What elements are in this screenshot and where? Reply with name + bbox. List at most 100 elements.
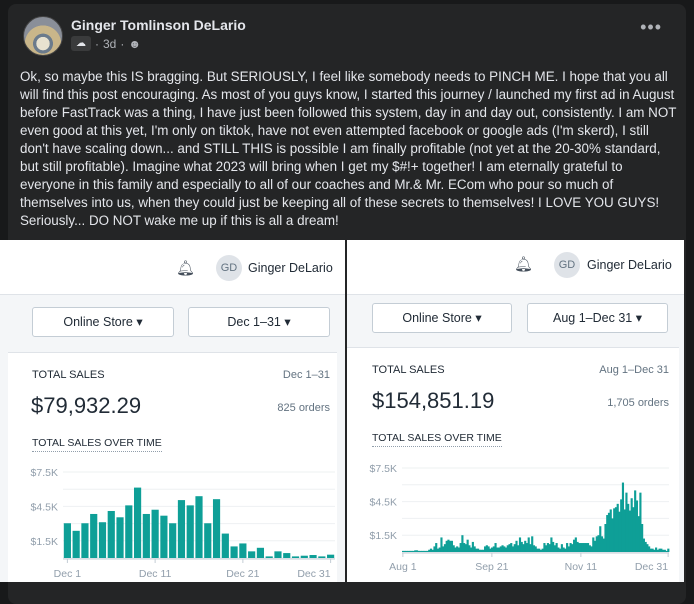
- bar: [274, 551, 282, 558]
- bar: [204, 523, 212, 558]
- area-bar: [485, 545, 488, 552]
- area-bar: [492, 546, 495, 552]
- area-bar: [581, 543, 584, 552]
- area-bar: [646, 544, 649, 552]
- date-range: Aug 1–Dec 31: [599, 364, 669, 376]
- bar: [160, 515, 168, 558]
- area-bar: [471, 541, 474, 552]
- area-bar: [468, 545, 471, 552]
- area-bar: [543, 543, 546, 552]
- bar: [265, 556, 273, 558]
- sales-chart: $7.5K $4.5K $1.5K Aug 1 Sep 21 Nov 11 Dec 31: [370, 463, 670, 573]
- area-bar: [602, 538, 605, 552]
- area-bar: [604, 524, 607, 552]
- x-tick-label: Sep 21: [475, 561, 508, 573]
- area-bar: [655, 547, 658, 552]
- top-bar: [347, 240, 684, 295]
- area-bar: [463, 543, 466, 552]
- x-tick-label: Dec 11: [139, 568, 172, 580]
- area-bar: [442, 546, 445, 552]
- area-bar: [653, 549, 656, 552]
- area-bar: [567, 546, 570, 552]
- avatar[interactable]: [23, 16, 63, 56]
- area-bar: [478, 549, 481, 552]
- area-bar: [586, 543, 590, 552]
- area-bar: [431, 549, 434, 552]
- post-time[interactable]: 3d: [103, 36, 117, 51]
- bell-icon: 🔔︎: [176, 260, 196, 277]
- area-bar: [576, 541, 579, 552]
- bar: [116, 517, 124, 558]
- area-bar: [506, 545, 509, 552]
- bar: [195, 496, 203, 558]
- chart-title: TOTAL SALES OVER TIME: [32, 437, 162, 452]
- area-bar: [532, 545, 536, 552]
- x-tick-label: Dec 1: [54, 568, 82, 580]
- date-select: Dec 1–31 ▾: [188, 307, 330, 337]
- area-bar: [511, 546, 515, 552]
- area-bar: [553, 545, 556, 552]
- area-bar: [464, 544, 467, 552]
- area-bar: [496, 547, 499, 552]
- more-options-icon[interactable]: •••: [640, 17, 662, 37]
- y-tick-label: $7.5K: [370, 463, 397, 475]
- bar: [309, 555, 317, 558]
- area-bar: [616, 503, 619, 552]
- sales-screenshot-aug-dec[interactable]: 🔔︎ GD Ginger DeLario Online Store ▾ Aug …: [347, 240, 684, 582]
- bar: [90, 513, 98, 558]
- area-bar: [407, 550, 410, 552]
- y-tick-label: $1.5K: [31, 536, 58, 548]
- area-bar: [456, 546, 459, 552]
- area-bar: [403, 550, 406, 552]
- bar: [72, 530, 80, 558]
- area-bar: [642, 538, 645, 552]
- area-bar: [484, 546, 487, 552]
- area-bar: [447, 539, 450, 552]
- bar: [133, 487, 142, 558]
- separator: ·: [95, 36, 99, 51]
- area-bar: [412, 550, 415, 552]
- area-bar: [522, 544, 525, 552]
- area-bar: [527, 537, 530, 552]
- store-select: Online Store ▾: [32, 307, 174, 337]
- area-bar: [588, 545, 591, 552]
- area-bar: [482, 549, 485, 552]
- bell-icon: 🔔︎: [514, 256, 534, 273]
- area-bar: [573, 539, 576, 552]
- bar: [327, 554, 335, 558]
- area-bar: [662, 549, 665, 552]
- y-tick-label: $1.5K: [370, 530, 397, 542]
- sales-screenshot-december[interactable]: 🔔︎ GD Ginger DeLario Online Store ▾ Dec …: [0, 240, 345, 582]
- group-badge-icon[interactable]: ☁: [71, 36, 91, 51]
- area-bar: [667, 548, 670, 552]
- bar: [107, 510, 115, 558]
- area-bar: [480, 549, 483, 552]
- area-bar: [452, 545, 455, 552]
- bar: [239, 543, 247, 558]
- area-bar: [644, 541, 647, 552]
- bar: [186, 505, 194, 558]
- area-bar: [428, 549, 431, 552]
- date-select-label: Dec 1–31: [227, 315, 281, 329]
- bar: [318, 556, 326, 558]
- area-bar: [665, 550, 668, 552]
- area-bar: [421, 550, 424, 552]
- area-bar: [501, 545, 504, 552]
- bar: [177, 500, 186, 558]
- area-bar: [560, 544, 563, 552]
- bar: [221, 533, 229, 558]
- order-count: 825 orders: [277, 402, 330, 414]
- area-bar: [574, 537, 577, 552]
- area-bar: [606, 515, 609, 552]
- post-meta: ☁ · 3d · ☻: [71, 36, 141, 51]
- area-bar: [597, 535, 600, 552]
- area-bar: [660, 548, 663, 552]
- area-bar: [445, 540, 448, 552]
- bar: [151, 509, 159, 558]
- area-bar: [546, 543, 549, 552]
- author-name[interactable]: Ginger Tomlinson DeLario: [71, 17, 246, 33]
- bar: [98, 522, 107, 558]
- bar: [230, 546, 238, 558]
- area-bar: [417, 550, 420, 552]
- y-tick-label: $4.5K: [370, 497, 397, 509]
